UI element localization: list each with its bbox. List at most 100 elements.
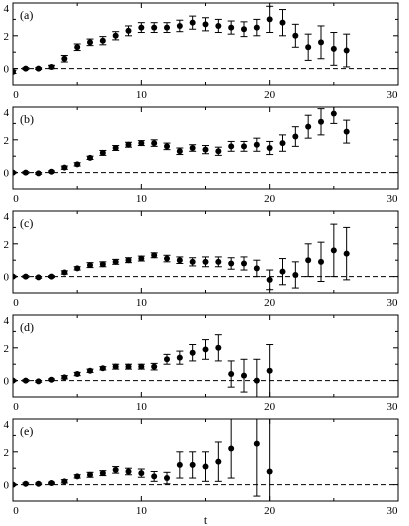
panel-label: (a) (20, 8, 33, 22)
data-point (189, 19, 196, 26)
y-tick-label: 4 (4, 3, 10, 15)
chart-panel-5: 0 10 20 30 0 2 4 (e) t (4, 418, 399, 526)
data-point (112, 466, 119, 473)
x-tick-label: 0 (13, 89, 19, 101)
data-point (228, 371, 235, 378)
data-point (318, 118, 324, 125)
data-point (99, 149, 106, 156)
data-point (99, 365, 106, 372)
data-point (99, 261, 106, 268)
data-point (74, 161, 81, 168)
data-point (138, 255, 145, 262)
data-point (164, 356, 170, 363)
chart-panel-4: 0 10 20 30 0 2 4 (d) (4, 314, 399, 413)
data-point (279, 268, 286, 275)
panel-label: (e) (20, 424, 33, 438)
data-point (253, 24, 260, 31)
data-point (22, 169, 29, 176)
data-point (176, 461, 183, 468)
data-point (112, 363, 119, 370)
data-point (228, 143, 235, 150)
data-point (87, 262, 93, 269)
data-point (202, 21, 209, 28)
data-point (112, 32, 119, 39)
data-point (228, 24, 235, 31)
data-point (48, 273, 55, 280)
x-tick-label: 10 (136, 89, 148, 101)
data-point (74, 44, 81, 51)
data-point (266, 468, 273, 475)
data-point (164, 475, 170, 482)
data-point (151, 140, 158, 147)
x-tick-label: 20 (264, 505, 276, 517)
data-point (13, 68, 16, 75)
data-point (61, 164, 68, 171)
data-point (138, 24, 145, 31)
y-tick-label: 0 (4, 480, 10, 492)
data-point (87, 39, 93, 46)
data-point (241, 26, 247, 33)
data-point (164, 24, 170, 31)
x-tick-label: 10 (136, 401, 148, 413)
data-point (61, 374, 68, 381)
y-tick-label: 2 (4, 239, 10, 251)
data-point (164, 143, 170, 150)
x-tick-label: 30 (387, 89, 399, 101)
data-point (138, 470, 145, 477)
data-point (99, 37, 106, 44)
data-point (189, 258, 196, 265)
data-point (279, 19, 286, 26)
y-tick-label: 0 (4, 64, 10, 76)
x-tick-label: 30 (387, 401, 399, 413)
plot-frame (12, 210, 399, 294)
data-point (266, 276, 273, 283)
x-axis-label: t (204, 513, 208, 526)
data-point (343, 250, 350, 257)
data-point (13, 377, 16, 384)
data-series (13, 223, 351, 291)
data-point (87, 154, 93, 161)
data-point (343, 47, 350, 54)
data-point (215, 22, 222, 29)
data-point (305, 257, 312, 264)
data-point (35, 170, 42, 177)
data-point (228, 445, 235, 452)
data-point (176, 22, 183, 29)
y-tick-label: 0 (4, 168, 10, 180)
data-point (138, 140, 145, 147)
data-point (151, 252, 158, 259)
data-point (343, 128, 350, 135)
data-point (330, 110, 337, 117)
x-tick-label: 0 (13, 505, 19, 517)
data-point (48, 63, 55, 70)
y-tick-label: 4 (4, 107, 10, 119)
data-point (151, 24, 158, 31)
data-point (292, 32, 299, 39)
data-point (253, 265, 260, 272)
panel-label: (c) (20, 216, 33, 230)
data-point (61, 55, 68, 62)
data-point (61, 269, 68, 276)
data-point (305, 123, 312, 130)
data-point (202, 346, 209, 353)
y-tick-label: 2 (4, 447, 10, 459)
data-point (48, 479, 55, 486)
data-point (35, 65, 42, 72)
data-point (176, 148, 183, 155)
data-point (22, 273, 29, 280)
panel-label: (d) (20, 320, 34, 334)
data-point (305, 44, 312, 51)
data-point (74, 371, 81, 378)
data-point (125, 27, 132, 34)
data-point (125, 468, 132, 475)
x-tick-label: 10 (136, 193, 148, 205)
data-point (266, 16, 273, 23)
data-point (215, 258, 222, 265)
data-point (202, 258, 209, 265)
data-point (266, 145, 273, 151)
data-point (330, 45, 337, 52)
data-point (292, 271, 299, 278)
data-point (241, 260, 247, 267)
data-point (125, 363, 132, 370)
data-series (13, 334, 274, 397)
